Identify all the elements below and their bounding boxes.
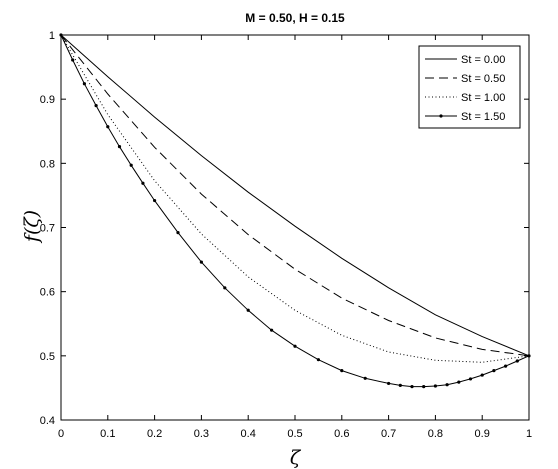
series-layer (59, 33, 531, 389)
x-tick-label: 0.3 (194, 428, 209, 440)
series-line-0 (60, 34, 530, 357)
series-point (199, 260, 203, 264)
series-point (445, 383, 449, 387)
series-point (94, 103, 98, 108)
series-point (422, 385, 426, 389)
y-tick-label: 1 (49, 30, 55, 42)
series-point (293, 344, 297, 348)
series-point (316, 358, 320, 362)
series-point (457, 380, 461, 384)
series-point (223, 286, 227, 290)
series-point (480, 373, 484, 377)
series-point (433, 384, 437, 388)
x-tick-label: 0.9 (475, 428, 490, 440)
x-tick-label: 0.5 (287, 428, 302, 440)
legend-box (418, 45, 521, 129)
series-point (246, 308, 250, 312)
series-point (117, 145, 122, 149)
y-tick-label: 0.4 (40, 415, 55, 427)
x-tick-label: 0.1 (100, 428, 115, 440)
x-axis-label: ζ (290, 447, 302, 469)
series-point (153, 198, 157, 203)
series-point (468, 377, 473, 381)
x-tick-label: 1 (526, 428, 532, 440)
x-tick-label: 0.7 (381, 428, 396, 440)
legend-label-0: St = 0.00 (461, 54, 505, 66)
series-point (340, 368, 344, 373)
y-tick-label: 0.5 (40, 351, 55, 363)
series-line-1 (60, 34, 530, 357)
legend-label-2: St = 1.00 (461, 92, 505, 104)
series-point (106, 125, 110, 129)
series-point (492, 368, 496, 373)
x-tick-label: 0.2 (147, 428, 162, 440)
series-point (387, 381, 391, 386)
series-point (71, 58, 75, 62)
series-point (410, 385, 414, 389)
legend-label-1: St = 0.50 (461, 73, 505, 85)
series-point (270, 328, 274, 332)
y-axis-label: f(ζ) (21, 210, 43, 244)
y-tick-label: 0.8 (40, 158, 55, 170)
x-tick-label: 0.6 (334, 428, 349, 440)
series-point (504, 364, 508, 368)
series-point (515, 359, 519, 363)
x-tick-label: 0.8 (428, 428, 443, 440)
series-point (176, 231, 180, 235)
legend: St = 0.00 St = 0.50 St = 1.00 St = 1.50 (418, 45, 521, 129)
legend-label-3: St = 1.50 (461, 111, 505, 123)
x-tick-label: 0 (58, 428, 64, 440)
chart-title: M = 0.50, H = 0.15 (245, 11, 345, 25)
series-point (141, 181, 145, 185)
series-point (363, 376, 367, 380)
x-tick-label: 0.4 (241, 428, 256, 440)
ticks-layer: 0 0.1 0.2 0.3 0.4 0.5 0.6 0.7 0.8 0.9 1 0.4 0.5 0.6 0.… (40, 30, 532, 440)
series-point (398, 383, 402, 387)
y-tick-label: 0.7 (40, 223, 55, 235)
series-point (129, 163, 133, 167)
legend-marker (439, 114, 443, 118)
series-point (82, 82, 86, 86)
y-tick-label: 0.6 (40, 287, 55, 299)
y-tick-label: 0.9 (40, 94, 55, 106)
